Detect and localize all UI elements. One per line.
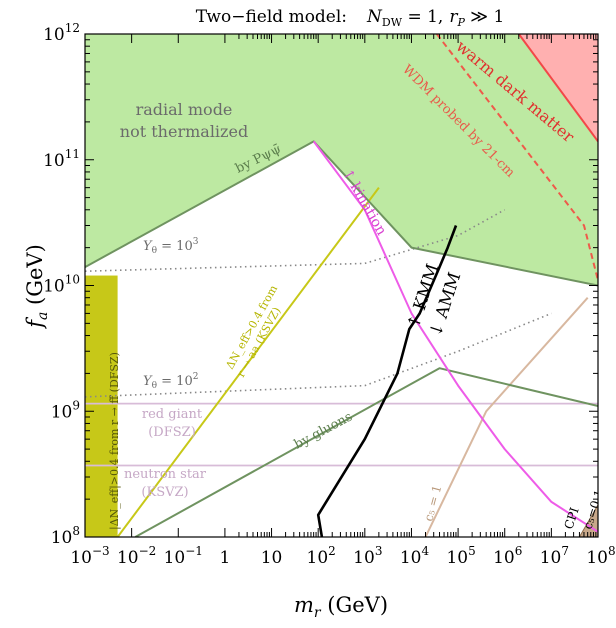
red-giant-label-1: red giant <box>142 407 203 422</box>
ytheta-1e3-label: Yθ = 103 <box>143 237 199 256</box>
c5-line <box>424 297 589 537</box>
x-axis-label: mr (GeV) <box>294 593 388 621</box>
x-tick-label: 103 <box>353 544 382 568</box>
x-tick-label: 10 <box>261 548 283 568</box>
y-axis-label: fa (GeV) <box>23 244 51 330</box>
radial-mode-label-2: not thermalized <box>120 122 248 141</box>
neff-ksvz-line <box>116 187 380 537</box>
y-tick-label: 108 <box>51 524 80 548</box>
y-tick-label: 109 <box>51 398 80 422</box>
region-radial-mode <box>85 34 598 286</box>
cpi-edge-line <box>578 504 598 537</box>
y-tick-label: 1011 <box>43 147 80 171</box>
axes: 10−3 10−2 10−1 1 10 102 103 104 105 106 107 108 108 1… <box>43 21 616 568</box>
region-neff-dfsz <box>85 275 118 537</box>
x-tick-label: 107 <box>540 544 569 568</box>
wdm-edge-line <box>517 34 598 142</box>
chart-title: Two−field model: NDW = 1, rP ≫ 1 <box>196 7 505 29</box>
ytheta-1e2-label: Yθ = 102 <box>143 372 198 391</box>
wdm-21cm-line <box>436 34 598 281</box>
red-giant-label-2: (DFSZ) <box>148 425 196 440</box>
ytheta-1e2-line <box>85 312 552 398</box>
x-tick-label: 10−1 <box>164 544 203 568</box>
x-tick-label: 105 <box>446 544 475 568</box>
neutron-star-label-1: neutron star <box>124 467 207 482</box>
radial-mode-label-1: radial mode <box>136 100 233 119</box>
x-tick-label: 108 <box>586 544 615 568</box>
neff-dfsz-label: |ΔN_eff|>0.4 from r → ff̄ (DFSZ) <box>108 352 122 530</box>
x-tick-label: 106 <box>493 544 522 568</box>
x-tick-label: 102 <box>307 544 336 568</box>
ppsi-line <box>85 140 598 287</box>
kmm-line <box>316 225 458 537</box>
neutron-star-label-2: (KSVZ) <box>141 485 188 500</box>
kination-line <box>312 140 598 533</box>
c5-01-label: c₅=0.1 <box>581 488 607 531</box>
x-tick-label: 1 <box>219 548 230 568</box>
x-tick-label: 10−3 <box>70 544 109 568</box>
y-tick-label: 1012 <box>43 21 80 45</box>
y-tick-label: 1010 <box>43 273 80 297</box>
gluons-line <box>134 367 598 537</box>
cpi-label: CPI <box>562 505 582 530</box>
by-gluons-label: by gluons <box>292 409 355 452</box>
x-tick-label: 104 <box>400 544 430 568</box>
x-tick-label: 10−2 <box>117 544 156 568</box>
